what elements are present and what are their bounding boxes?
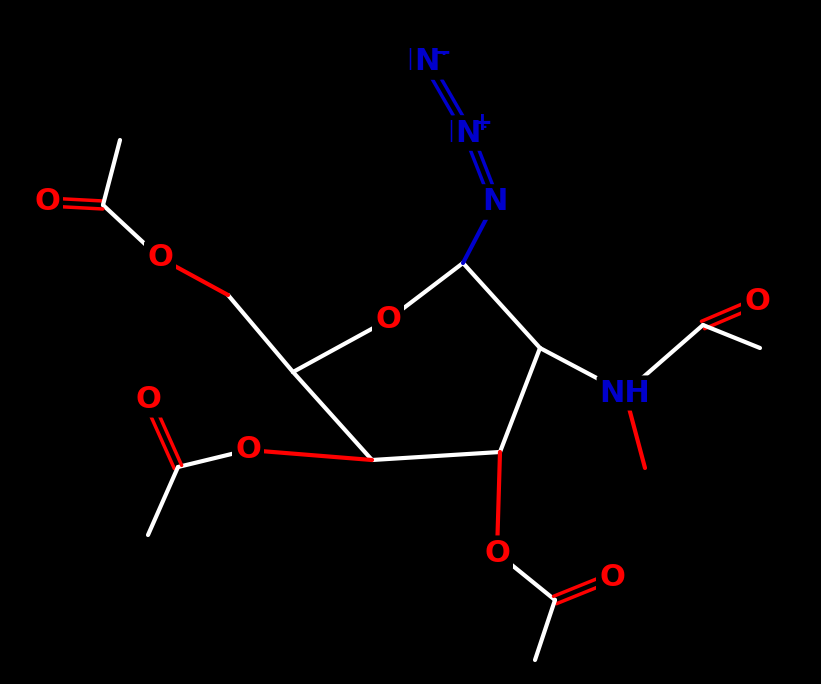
Text: O: O [147,244,173,272]
Text: N: N [415,47,440,77]
Text: O: O [235,436,261,464]
Text: N⁻: N⁻ [406,47,447,77]
Text: N: N [456,118,480,148]
Text: NH: NH [599,378,650,408]
Text: N⁺: N⁺ [447,118,488,148]
Text: O: O [135,386,161,415]
Text: O: O [599,562,625,592]
Text: O: O [375,306,401,334]
Text: N: N [482,187,507,217]
Text: −: − [430,40,452,64]
Text: O: O [744,287,770,317]
Text: O: O [34,187,60,217]
Text: O: O [484,538,510,568]
Text: +: + [471,111,493,135]
Text: N: N [482,187,507,217]
